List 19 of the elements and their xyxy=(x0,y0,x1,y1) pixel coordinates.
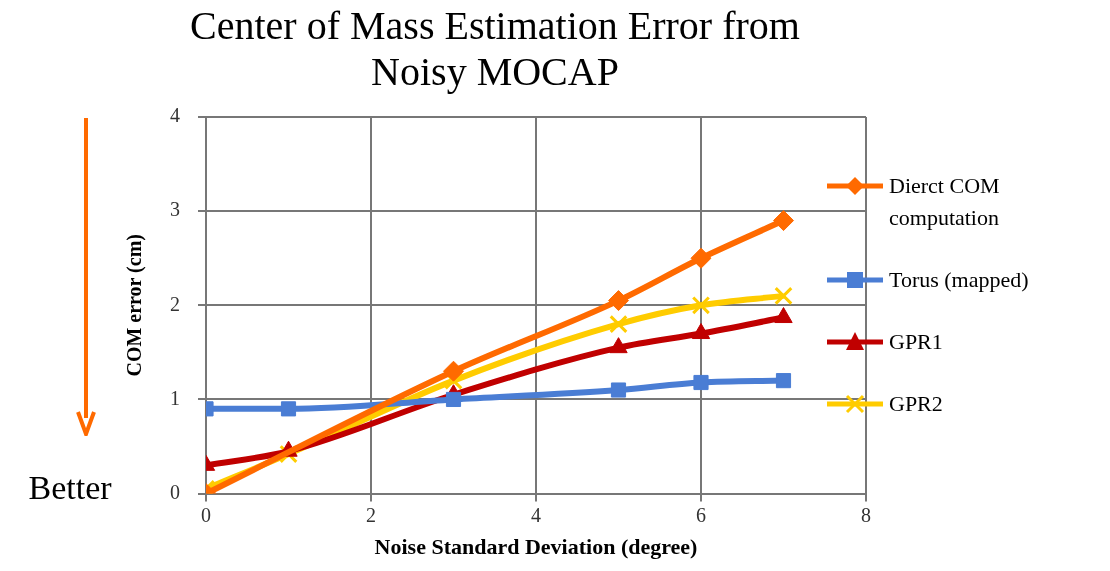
y-axis-title: COM error (cm) xyxy=(123,234,147,377)
y-tick-label: 3 xyxy=(170,198,180,221)
x-tick-label: 6 xyxy=(696,503,706,526)
x-tick-label: 4 xyxy=(531,503,541,526)
legend-label: GPR2 xyxy=(889,390,943,418)
x-tick-label: 2 xyxy=(366,503,376,526)
legend-label: GPR1 xyxy=(889,328,943,356)
legend-label: Torus (mapped) xyxy=(889,266,1029,294)
x-tick-label: 8 xyxy=(861,503,871,526)
text: Noisy MOCAP xyxy=(371,48,619,94)
text: Better xyxy=(28,468,113,506)
y-tick-label: 1 xyxy=(170,386,180,409)
x-axis-title: Noise Standard Deviation (degree) xyxy=(374,534,698,560)
legend-label: Dierct COM computation xyxy=(889,172,1001,232)
y-tick-label: 2 xyxy=(170,292,180,315)
y-tick-label: 0 xyxy=(170,480,180,503)
text: Center of Mass Estimation Error from xyxy=(190,2,800,48)
y-tick-label: 4 xyxy=(170,104,180,127)
x-tick-label: 0 xyxy=(201,503,211,526)
